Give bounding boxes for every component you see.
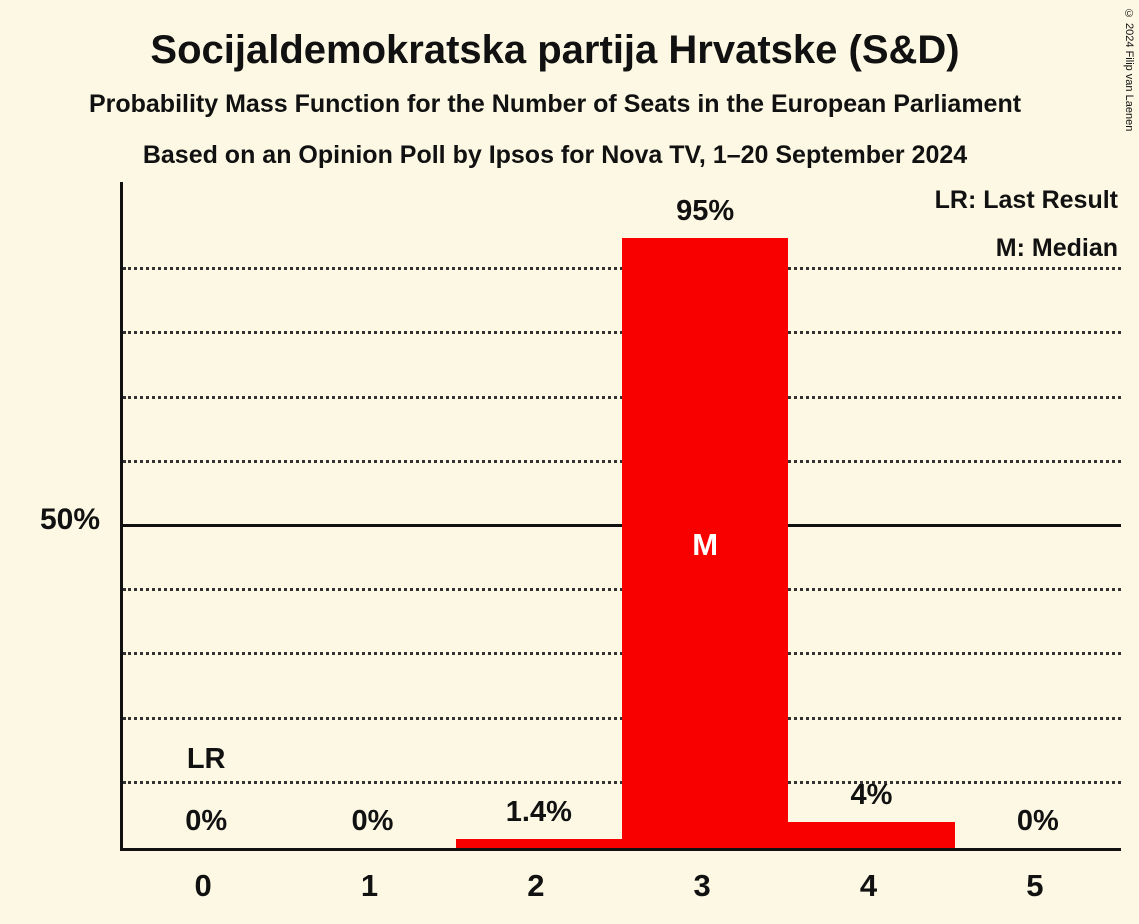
bar-seats-2 <box>455 839 622 848</box>
chart-subtitle-line1: Probability Mass Function for the Number… <box>88 90 1022 118</box>
bar-value-label-3: 95% <box>676 195 735 228</box>
x-axis-tick-1: 1 <box>360 868 379 903</box>
page-title: Socijaldemokratska partija Hrvatske (S&D… <box>150 28 960 72</box>
y-axis-tick-label: 50% <box>39 503 100 536</box>
x-axis-tick-4: 4 <box>859 868 878 903</box>
last-result-marker: LR <box>186 743 226 775</box>
chart-subtitle-line2: Based on an Opinion Poll by Ipsos for No… <box>142 141 968 169</box>
bar-value-label-2: 1.4% <box>505 796 572 829</box>
x-axis-tick-2: 2 <box>527 868 545 903</box>
median-marker: M <box>692 527 719 562</box>
bar-seats-4 <box>788 822 955 848</box>
bar-seats-3 <box>622 238 789 848</box>
x-axis-tick-3: 3 <box>693 868 711 903</box>
x-axis-tick-0: 0 <box>194 868 212 903</box>
x-axis-tick-5: 5 <box>1026 868 1044 903</box>
copyright-notice: © 2024 Filip van Laenen <box>1123 8 1135 132</box>
bar-value-label-0: 0% <box>185 805 228 837</box>
plot-area: 0% 0% 1.4% 95% 4% 0% LR M <box>120 182 1121 851</box>
bar-value-label-4: 4% <box>850 779 893 812</box>
bar-value-label-5: 0% <box>1016 805 1059 837</box>
legend-median: M: Median <box>995 234 1118 262</box>
legend-last-result: LR: Last Result <box>934 186 1118 214</box>
bar-value-label-1: 0% <box>351 805 394 837</box>
